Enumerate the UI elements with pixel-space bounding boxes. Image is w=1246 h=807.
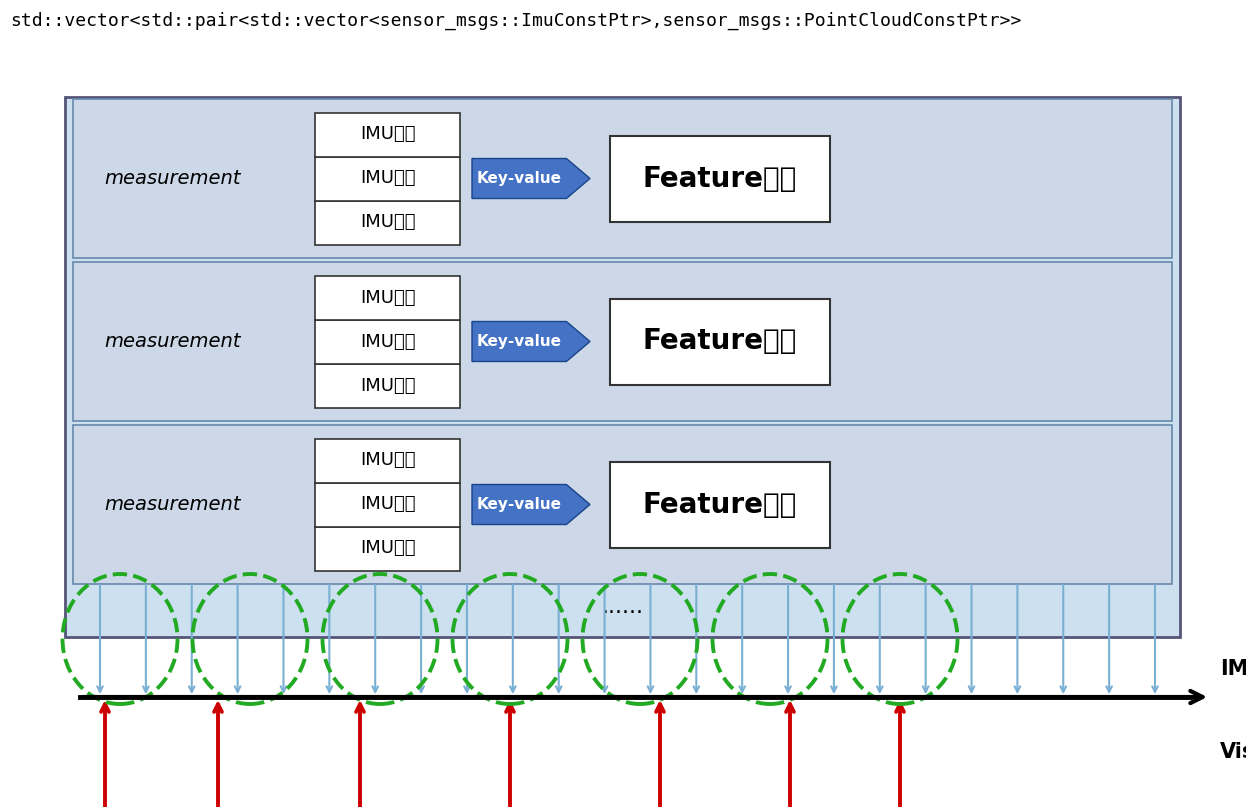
Text: IMU数据: IMU数据 — [360, 126, 415, 144]
Polygon shape — [472, 158, 591, 199]
FancyBboxPatch shape — [74, 425, 1172, 584]
Polygon shape — [472, 484, 591, 525]
Text: IMU数据: IMU数据 — [360, 288, 415, 307]
FancyBboxPatch shape — [611, 462, 830, 547]
Text: IMU数据: IMU数据 — [360, 540, 415, 558]
Text: IMU数据: IMU数据 — [360, 169, 415, 187]
Text: measurement: measurement — [105, 495, 242, 514]
FancyBboxPatch shape — [611, 136, 830, 221]
FancyBboxPatch shape — [315, 438, 460, 483]
FancyBboxPatch shape — [74, 99, 1172, 258]
Text: Key-value: Key-value — [477, 334, 562, 349]
Text: measurement: measurement — [105, 332, 242, 351]
FancyBboxPatch shape — [315, 200, 460, 245]
Text: Vision: Vision — [1220, 742, 1246, 762]
Text: IMU数据: IMU数据 — [360, 214, 415, 232]
FancyBboxPatch shape — [315, 526, 460, 571]
Text: Feature数据: Feature数据 — [643, 491, 797, 519]
Text: IMU数据: IMU数据 — [360, 451, 415, 470]
FancyBboxPatch shape — [65, 97, 1180, 637]
FancyBboxPatch shape — [315, 483, 460, 526]
Text: IMU数据: IMU数据 — [360, 377, 415, 395]
Text: IMU: IMU — [1220, 659, 1246, 679]
Text: measurement: measurement — [105, 169, 242, 188]
FancyBboxPatch shape — [74, 262, 1172, 421]
Text: IMU数据: IMU数据 — [360, 332, 415, 350]
Text: IMU数据: IMU数据 — [360, 495, 415, 513]
Text: Key-value: Key-value — [477, 171, 562, 186]
FancyBboxPatch shape — [315, 112, 460, 157]
Text: Key-value: Key-value — [477, 497, 562, 512]
Text: std::vector<std::pair<std::vector<sensor_msgs::ImuConstPtr>,sensor_msgs::PointCl: std::vector<std::pair<std::vector<sensor… — [10, 12, 1022, 31]
FancyBboxPatch shape — [315, 275, 460, 320]
Text: Feature数据: Feature数据 — [643, 165, 797, 193]
FancyBboxPatch shape — [315, 363, 460, 408]
FancyBboxPatch shape — [315, 320, 460, 363]
Text: ......: ...... — [602, 597, 643, 617]
Polygon shape — [472, 321, 591, 362]
FancyBboxPatch shape — [611, 299, 830, 384]
Text: Feature数据: Feature数据 — [643, 328, 797, 356]
FancyBboxPatch shape — [315, 157, 460, 200]
